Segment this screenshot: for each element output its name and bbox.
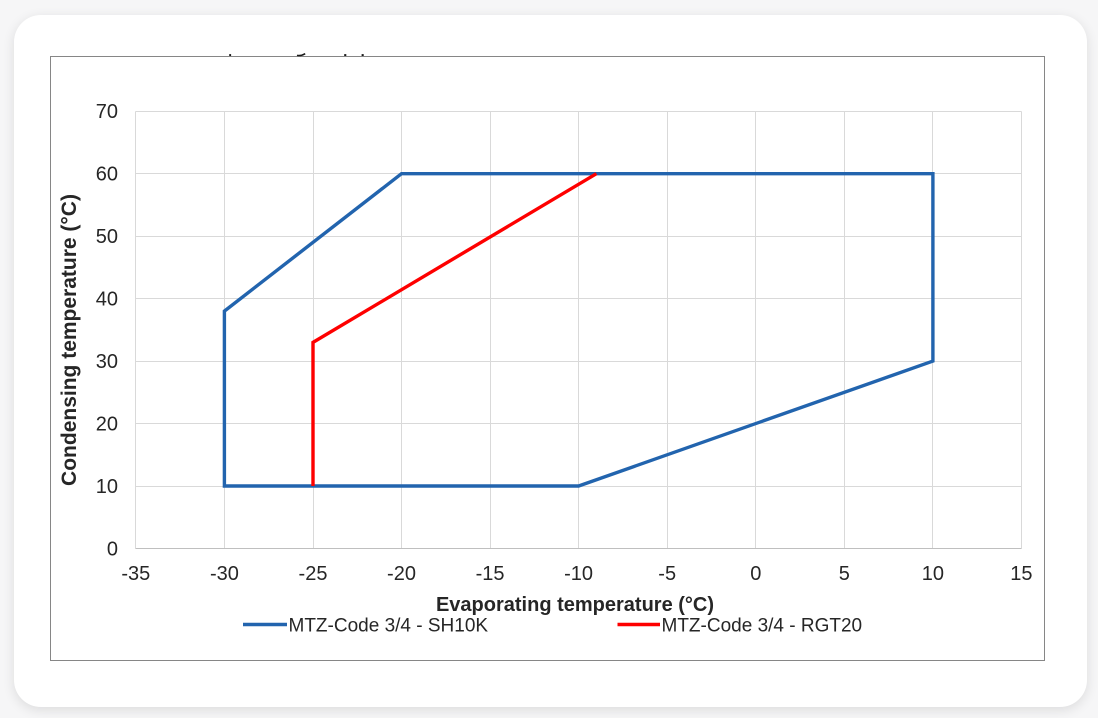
svg-text:MTZ-Code 3/4 - SH10K: MTZ-Code 3/4 - SH10K <box>289 616 489 637</box>
svg-text:10: 10 <box>922 563 944 585</box>
svg-text:Condensing temperature (°C): Condensing temperature (°C) <box>58 194 81 486</box>
svg-text:Evaporating temperature (°C): Evaporating temperature (°C) <box>436 594 714 616</box>
svg-text:15: 15 <box>1010 563 1032 585</box>
svg-text:40: 40 <box>96 289 118 311</box>
svg-text:-5: -5 <box>658 563 676 585</box>
svg-text:-10: -10 <box>564 563 593 585</box>
svg-text:-25: -25 <box>299 563 328 585</box>
svg-text:30: 30 <box>96 351 118 373</box>
svg-text:-35: -35 <box>121 563 150 585</box>
svg-text:20: 20 <box>96 414 118 436</box>
svg-text:70: 70 <box>96 101 118 123</box>
svg-text:MTZ-Code 3/4 - RGT20: MTZ-Code 3/4 - RGT20 <box>662 616 863 637</box>
svg-text:-15: -15 <box>476 563 505 585</box>
svg-text:60: 60 <box>96 164 118 186</box>
svg-text:10: 10 <box>96 476 118 498</box>
svg-text:-30: -30 <box>210 563 239 585</box>
svg-text:-20: -20 <box>387 563 416 585</box>
svg-text:50: 50 <box>96 226 118 248</box>
svg-text:5: 5 <box>839 563 850 585</box>
svg-text:0: 0 <box>750 563 761 585</box>
svg-text:0: 0 <box>107 539 118 561</box>
